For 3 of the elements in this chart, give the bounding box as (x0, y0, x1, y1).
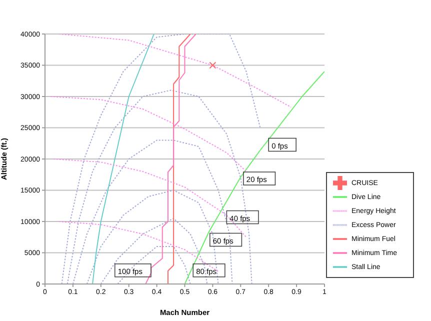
line-series (145, 34, 196, 284)
line-series (184, 71, 324, 284)
line-series (92, 34, 154, 284)
